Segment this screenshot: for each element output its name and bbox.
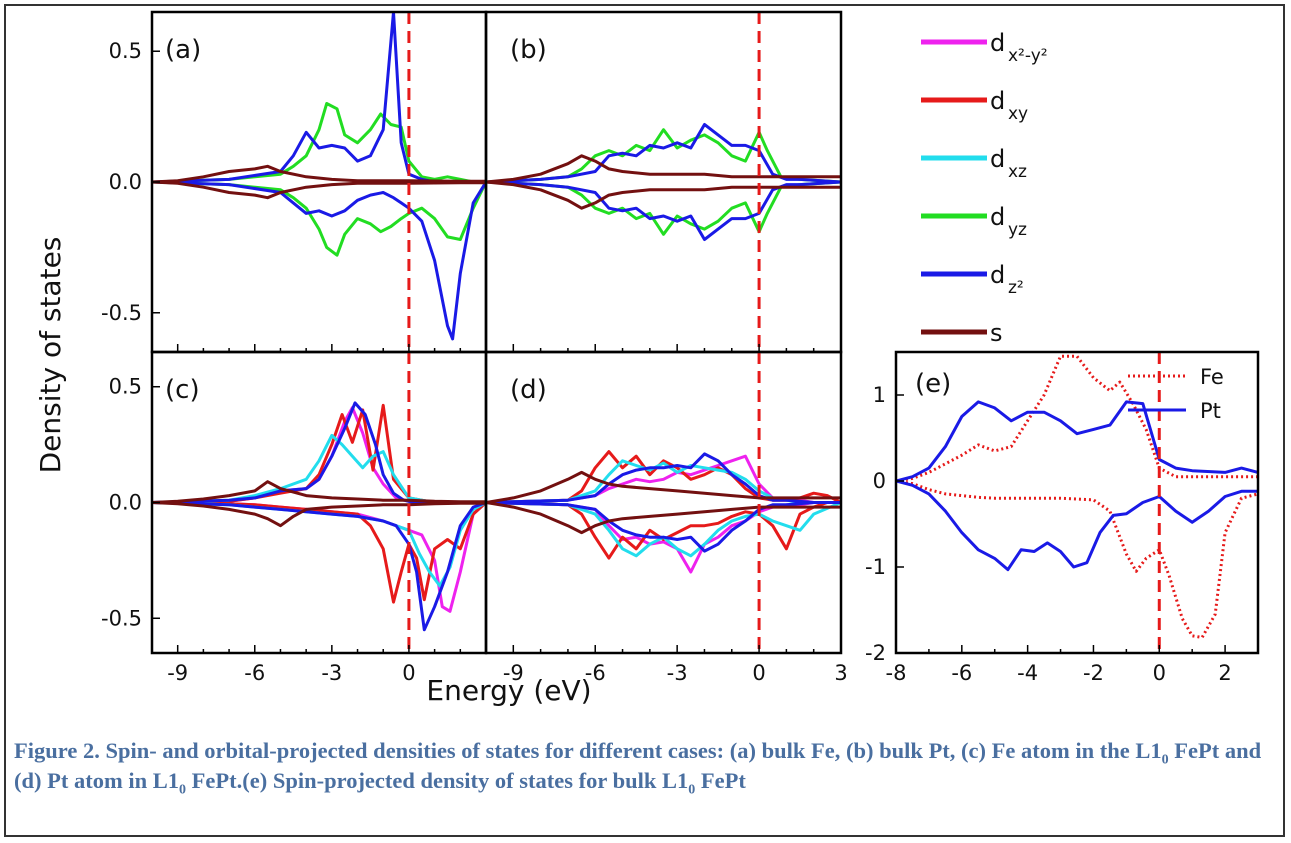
legend-item: s (921, 319, 1003, 347)
series-dz2-7 (152, 501, 486, 632)
series-s-9 (152, 501, 486, 528)
legend-label: d (990, 261, 1005, 289)
series-s-5 (152, 180, 486, 200)
legend-label: d (990, 29, 1005, 57)
series-dz2-2 (486, 123, 841, 184)
legend-label: d (990, 145, 1005, 173)
series-dz2-2 (152, 12, 486, 184)
series-Fe-0 (896, 354, 1258, 483)
x-tick-label: -4 (1017, 661, 1038, 685)
figure-frame (4, 4, 1285, 837)
x-tick-label: -6 (585, 661, 606, 685)
x-tick-label: 0 (1153, 661, 1166, 685)
x-tick-label: -9 (503, 661, 524, 685)
panel-c: -9 -6 -3 0 -0.5 0.0 0.5 (c) (101, 350, 488, 685)
y-tick-label: -1 (865, 555, 886, 579)
panel-d: -9 -6 -3 0 3 (d) (484, 350, 848, 685)
axes-frame (894, 350, 1260, 655)
panel-label: (a) (165, 35, 201, 65)
series-dx2-y2-1 (152, 501, 486, 613)
y-tick-label: 1 (873, 383, 886, 407)
series-Pt-3 (896, 479, 1258, 572)
panel-label: (e) (915, 369, 951, 399)
series-dyz-1 (486, 180, 841, 236)
series-s-4 (152, 164, 486, 184)
panel-a: -0.5 0.0 0.5 (a) (101, 10, 488, 354)
legend-label: Fe (1200, 365, 1224, 389)
series-dx2-y2-0 (152, 406, 486, 504)
panel-label: (b) (510, 35, 547, 65)
series-dxz-5 (486, 501, 841, 558)
panel-label: (c) (165, 375, 200, 405)
series-dxy-3 (152, 501, 486, 604)
y-tick-label: 0.5 (109, 39, 142, 63)
x-axis-label: Energy (eV) (426, 674, 591, 707)
series-dyz-1 (152, 180, 486, 257)
legend-subscript: z² (1008, 278, 1024, 298)
series-dxy-3 (486, 501, 841, 560)
x-tick-label: 2 (1218, 661, 1231, 685)
x-tick-label: 3 (834, 661, 847, 685)
y-tick-label: 0.0 (109, 491, 142, 515)
legend-e-item: Fe (1128, 365, 1224, 389)
legend-e-item: Pt (1128, 399, 1221, 423)
legend-subscript: xy (1008, 104, 1028, 124)
y-tick-label: 0 (873, 469, 886, 493)
series-Pt-2 (896, 400, 1258, 483)
series-dxy-2 (152, 403, 486, 504)
figure-caption: Figure 2. Spin- and orbital-projected de… (14, 738, 1262, 798)
legend-item: d x²-y² (921, 29, 1048, 66)
series-dxy-2 (486, 450, 841, 504)
series-Fe-1 (896, 479, 1258, 639)
x-tick-label: 0 (752, 661, 765, 685)
y-tick-label: -0.5 (101, 606, 142, 630)
legend-subscript: xz (1008, 162, 1027, 182)
y-tick-label: -2 (865, 641, 886, 665)
x-tick-label: -2 (1083, 661, 1104, 685)
legend-panel-e: Fe Pt (1128, 365, 1224, 423)
x-tick-label: 0 (402, 661, 415, 685)
y-tick-label: 0.5 (109, 375, 142, 399)
x-tick-label: -3 (667, 661, 688, 685)
series-s-8 (152, 480, 486, 504)
legend-label: d (990, 87, 1005, 115)
panel-label: (d) (510, 375, 547, 405)
series-s-9 (486, 501, 841, 535)
legend-label: s (990, 319, 1003, 347)
y-tick-label: 0.0 (109, 170, 142, 194)
series-dz2-3 (486, 180, 841, 241)
series-s-5 (486, 180, 841, 210)
legend-subscript: x²-y² (1008, 46, 1048, 66)
series-dz2-3 (152, 180, 486, 341)
legend-label: d (990, 203, 1005, 231)
y-tick-label: -0.5 (101, 301, 142, 325)
series-dyz-0 (152, 102, 486, 184)
y-axis-label: Density of states (34, 237, 67, 474)
series-dxz-4 (152, 433, 486, 504)
legend-item: d xy (921, 87, 1028, 124)
x-tick-label: -6 (951, 661, 972, 685)
legend-label: Pt (1200, 399, 1221, 423)
legend-item: d xz (921, 145, 1027, 182)
series-s-4 (486, 154, 841, 184)
x-tick-label: -6 (244, 661, 265, 685)
x-tick-label: -9 (167, 661, 188, 685)
series-dyz-0 (486, 128, 841, 184)
legend-subscript: yz (1008, 220, 1027, 240)
series-dz2-6 (152, 401, 486, 504)
panel-b: (b) (484, 10, 843, 354)
series-s-8 (486, 470, 841, 504)
panel-e: -8 -6 -4 -2 0 2 -2 -1 0 1 (e) (865, 350, 1260, 685)
legend-item: d yz (921, 203, 1027, 240)
axes-frame (484, 350, 843, 655)
legend-item: d z² (921, 261, 1024, 298)
legend-main: d x²-y²d xyd xzd yzd z²s (921, 29, 1048, 347)
figure-plots: -0.5 0.0 0.5 (a) (b) -9 -6 -3 0 -0.5 0.0 0.5 (c) -9 -6… (34, 10, 1260, 707)
x-tick-label: -8 (886, 661, 907, 685)
x-tick-label: -3 (321, 661, 342, 685)
